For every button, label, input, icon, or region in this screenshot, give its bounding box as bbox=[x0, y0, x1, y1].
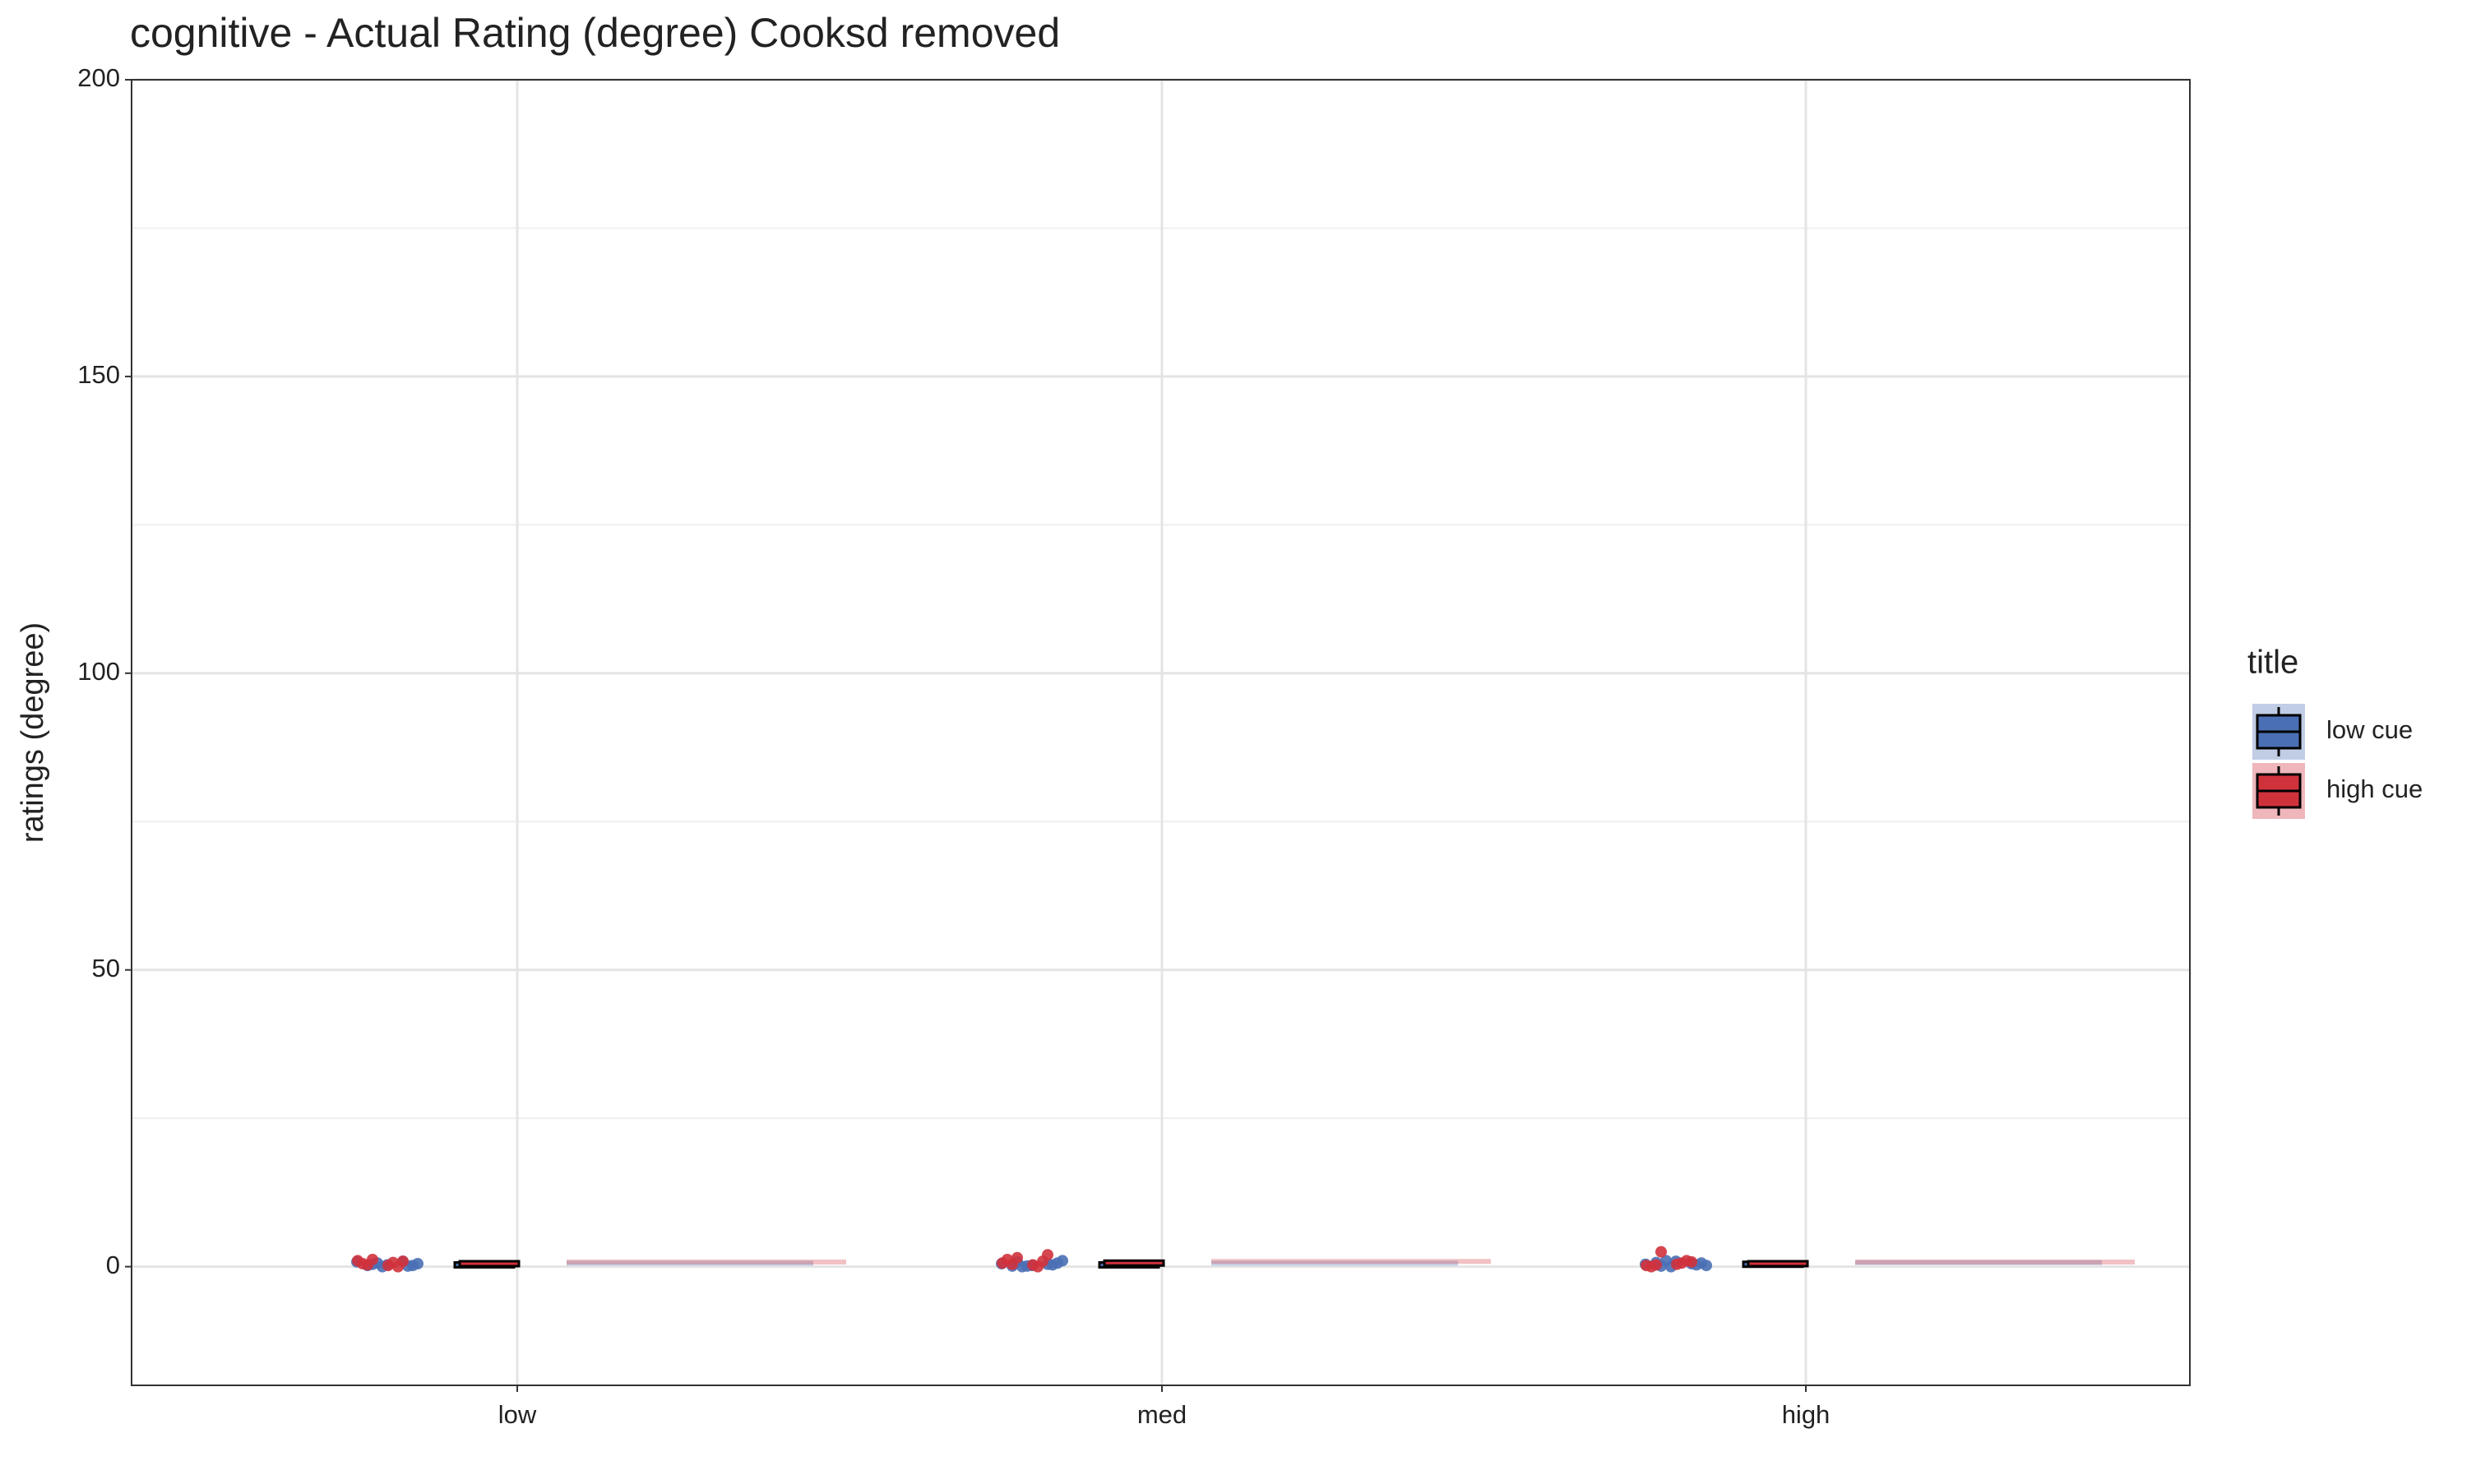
y-tick-label: 200 bbox=[77, 63, 120, 92]
y-tick-label: 100 bbox=[77, 657, 120, 686]
x-tick-label: low bbox=[498, 1400, 537, 1429]
half-violin bbox=[1855, 1260, 2135, 1265]
y-tick-label: 0 bbox=[106, 1251, 120, 1279]
data-point bbox=[1671, 1258, 1682, 1270]
data-point bbox=[997, 1257, 1008, 1269]
box bbox=[458, 1260, 521, 1268]
box bbox=[1103, 1259, 1165, 1267]
data-point bbox=[352, 1255, 363, 1267]
legend-label: high cue bbox=[2326, 774, 2423, 803]
legend-label: low cue bbox=[2326, 715, 2413, 744]
data-point bbox=[382, 1260, 394, 1272]
y-axis-label: ratings (degree) bbox=[16, 622, 50, 843]
y-tick-label: 150 bbox=[77, 360, 120, 389]
half-violin bbox=[1855, 1260, 2102, 1265]
x-tick-label: med bbox=[1137, 1400, 1187, 1429]
data-point bbox=[1641, 1260, 1652, 1272]
panel-border bbox=[131, 79, 2191, 1386]
legend-title: title bbox=[2247, 645, 2298, 681]
half-violin bbox=[1211, 1259, 1491, 1264]
data-point bbox=[1655, 1246, 1667, 1258]
chart-title: cognitive - Actual Rating (degree) Cooks… bbox=[130, 10, 1060, 56]
x-tick-label: high bbox=[1782, 1400, 1831, 1429]
half-violin bbox=[567, 1260, 813, 1266]
half-violin bbox=[1211, 1260, 1458, 1266]
y-tick-label: 50 bbox=[92, 954, 120, 982]
box bbox=[1747, 1260, 1809, 1268]
data-point bbox=[1027, 1259, 1039, 1271]
half-violin bbox=[567, 1260, 846, 1265]
